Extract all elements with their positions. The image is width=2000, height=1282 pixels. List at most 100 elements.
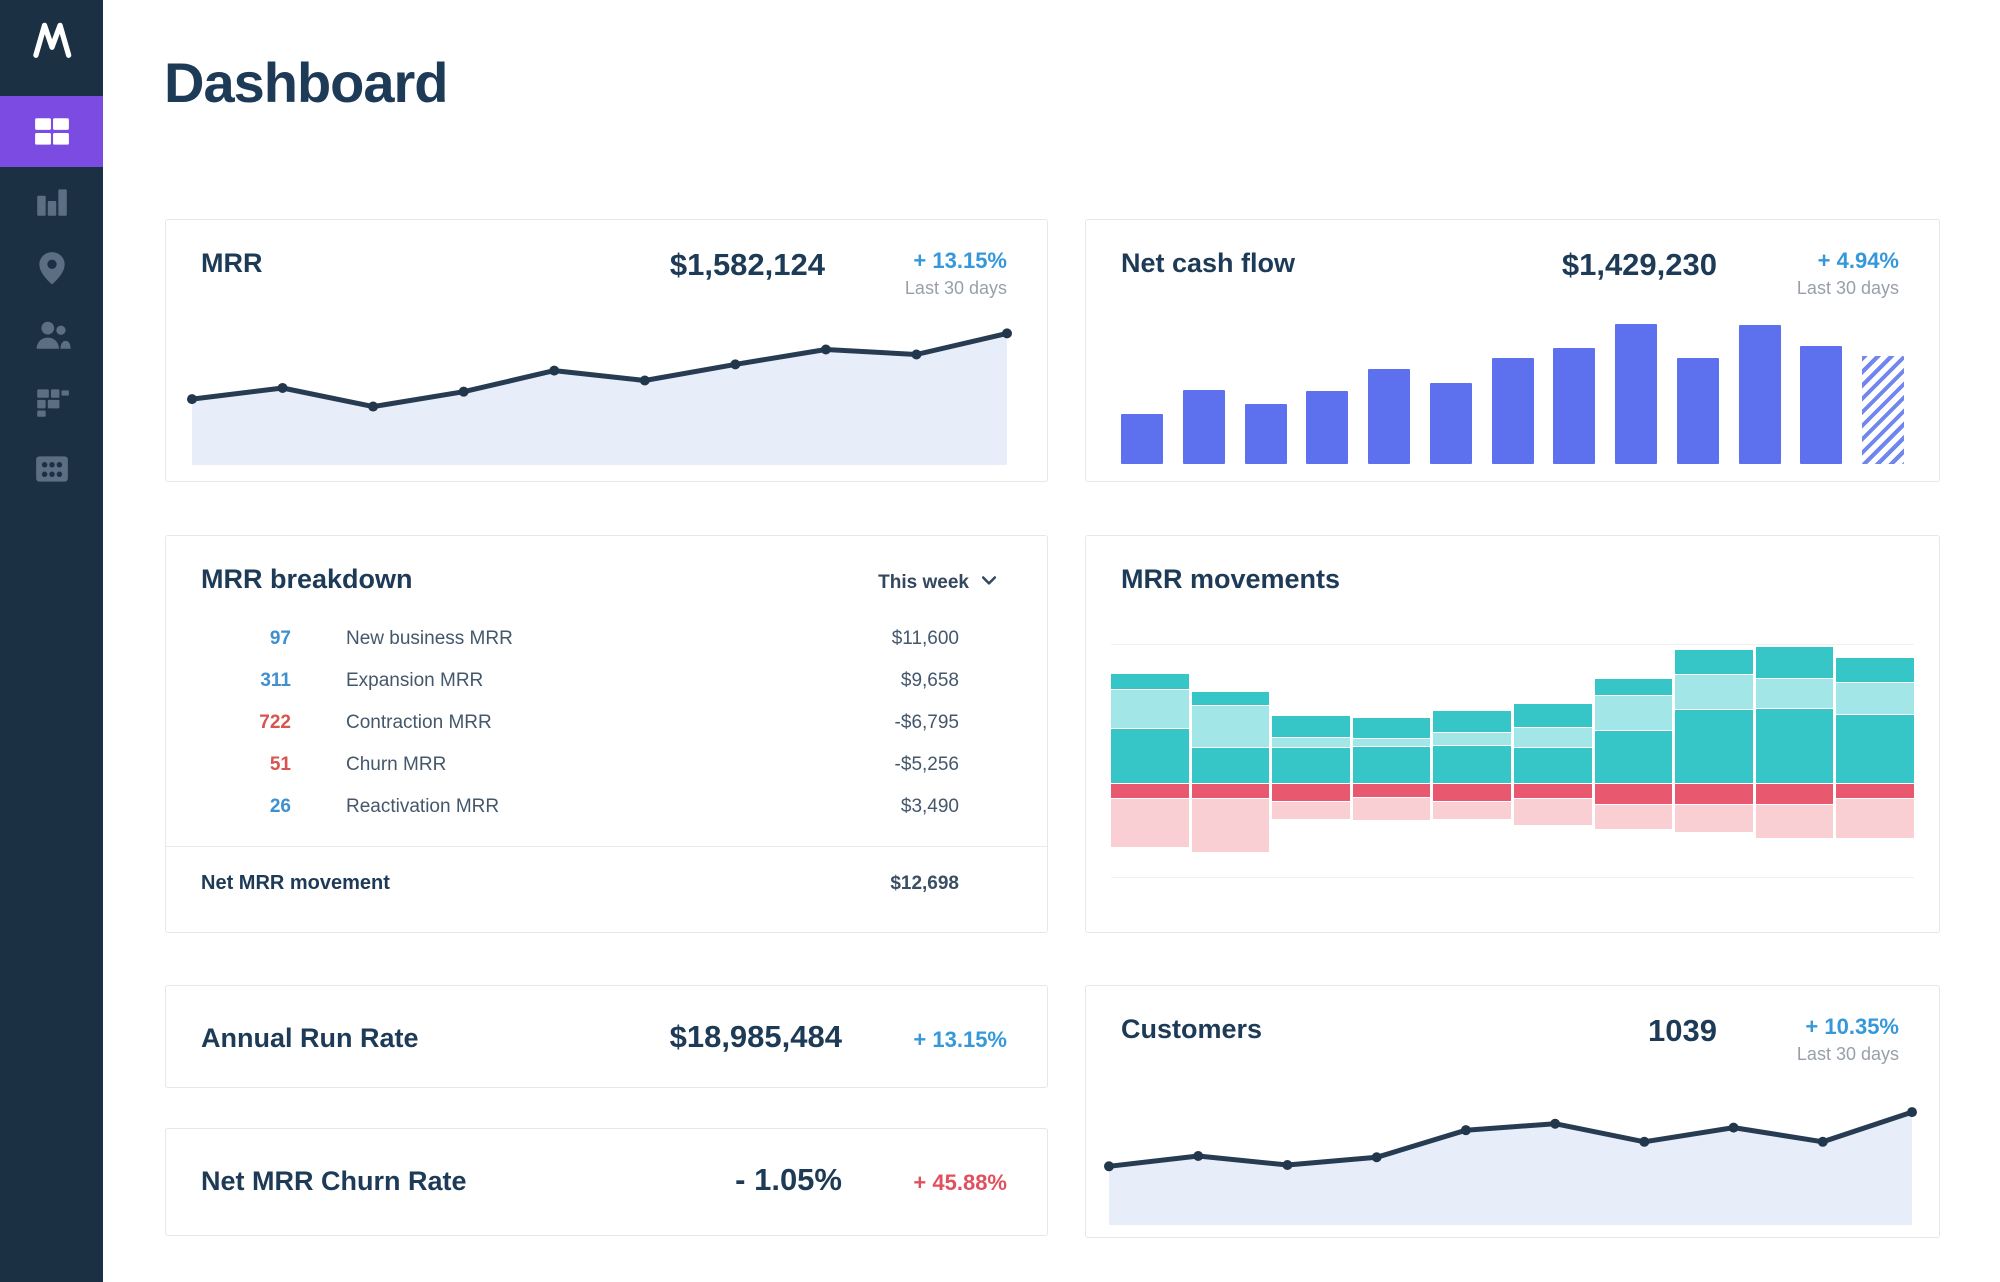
movement-segment-expansion — [1352, 739, 1431, 747]
breakdown-row-label: New business MRR — [346, 628, 513, 649]
churn-value: - 1.05% — [735, 1162, 842, 1197]
movement-bar-below — [1675, 784, 1753, 834]
mrr-card: MRR $1,582,124 + 13.15% Last 30 days — [165, 219, 1048, 482]
cash-flow-bar — [1738, 325, 1781, 464]
cash-flow-bar — [1615, 324, 1657, 464]
breakdown-row-value: -$5,256 — [894, 754, 959, 775]
breakdown-row-label: Churn MRR — [346, 754, 447, 775]
movement-bar-above — [1755, 646, 1834, 784]
ncf-value: $1,429,230 — [1561, 247, 1717, 282]
movement-segment-contraction — [1836, 784, 1914, 800]
movement-segment-new_business — [1433, 745, 1511, 784]
movement-segment-expansion — [1836, 683, 1914, 715]
mrr-area-chart — [184, 315, 1019, 465]
ncf-card-header: Net cash flow $1,429,230 + 4.94% Last 30… — [1086, 220, 1939, 299]
page-title: Dashboard — [164, 51, 448, 114]
sidebar-item-segments[interactable] — [0, 368, 103, 435]
arr-change: + 13.15% — [913, 1027, 1007, 1052]
sidebar-item-dashboard[interactable] — [0, 96, 103, 167]
cash-flow-bar — [1368, 369, 1410, 464]
movement-segment-new_business — [1836, 714, 1914, 784]
movement-segment-new_business — [1352, 746, 1431, 784]
mrr-card-header: MRR $1,582,124 + 13.15% Last 30 days — [166, 220, 1047, 299]
breakdown-period-dropdown[interactable]: This week — [878, 570, 999, 596]
movement-segment-churn — [1675, 804, 1753, 834]
cash-flow-bar — [1553, 348, 1596, 464]
breakdown-row: 26 Reactivation MRR $3,490 — [201, 786, 959, 828]
cash-flow-bar — [1676, 358, 1719, 464]
movement-segment-expansion — [1433, 732, 1511, 746]
net-mrr-movement-value: $12,698 — [890, 872, 959, 894]
kanban-blocks-icon — [33, 383, 71, 421]
movement-segment-churn — [1514, 799, 1592, 826]
movement-segment-contraction — [1111, 784, 1189, 800]
movement-segment-churn — [1836, 799, 1914, 839]
mrr-movements-stacked-chart — [1111, 644, 1914, 878]
sidebar-item-map[interactable] — [0, 234, 103, 301]
sidebar-item-data-tables[interactable] — [0, 435, 103, 502]
movement-segment-expansion — [1191, 706, 1270, 748]
movement-bar-below — [1594, 784, 1673, 830]
movement-bar-above — [1594, 678, 1673, 784]
movement-bar-below — [1111, 784, 1189, 848]
movement-segment-reactivation — [1836, 657, 1914, 684]
breakdown-divider — [166, 846, 1047, 847]
movement-segment-contraction — [1272, 784, 1350, 802]
breakdown-row-count: 722 — [259, 712, 291, 733]
movement-bar-below — [1514, 784, 1592, 826]
movement-bar-below — [1272, 784, 1350, 821]
app-logo[interactable] — [0, 10, 103, 70]
movement-bar-above — [1191, 691, 1270, 784]
movement-bar-below — [1836, 784, 1914, 839]
movement-segment-reactivation — [1272, 716, 1350, 739]
movement-segment-contraction — [1514, 784, 1592, 800]
movement-segment-new_business — [1272, 747, 1350, 784]
arr-title: Annual Run Rate — [201, 1023, 419, 1053]
users-icon — [33, 316, 71, 354]
churn-change: + 45.88% — [913, 1170, 1007, 1195]
movement-segment-churn — [1191, 799, 1270, 854]
breakdown-row-value: -$6,795 — [894, 712, 959, 733]
movement-segment-reactivation — [1433, 710, 1511, 733]
breakdown-row: 51 Churn MRR -$5,256 — [201, 744, 959, 786]
breakdown-row-value: $3,490 — [900, 796, 959, 817]
breakdown-row-label: Contraction MRR — [346, 712, 492, 733]
movement-segment-expansion — [1272, 738, 1350, 748]
movement-segment-new_business — [1111, 729, 1189, 784]
customers-value: 1039 — [1648, 1013, 1717, 1048]
ncf-period: Last 30 days — [1796, 278, 1899, 299]
movement-segment-churn — [1272, 801, 1350, 821]
movement-segment-new_business — [1594, 731, 1673, 784]
movement-bar-above — [1272, 716, 1350, 784]
sidebar-item-customers[interactable] — [0, 301, 103, 368]
breakdown-row: 722 Contraction MRR -$6,795 — [201, 702, 959, 744]
cash-flow-bar — [1862, 356, 1904, 464]
breakdown-period-label: This week — [878, 572, 969, 593]
movement-segment-expansion — [1755, 678, 1834, 710]
movement-segment-new_business — [1755, 709, 1834, 784]
movement-segment-expansion — [1111, 689, 1189, 730]
annual-run-rate-card: Annual Run Rate $18,985,484 + 13.15% — [165, 985, 1048, 1088]
movement-segment-reactivation — [1352, 718, 1431, 740]
sidebar-nav — [0, 96, 103, 502]
mrr-breakdown-title: MRR breakdown — [201, 564, 413, 594]
mrr-value: $1,582,124 — [669, 247, 825, 282]
breakdown-footer-row: Net MRR movement $12,698 — [201, 872, 959, 895]
movement-bar-below — [1433, 784, 1511, 821]
movement-segment-contraction — [1755, 784, 1834, 805]
movement-segment-churn — [1111, 799, 1189, 848]
sidebar-item-trends[interactable] — [0, 167, 103, 234]
sidebar — [0, 0, 103, 1282]
breakdown-row-count: 51 — [269, 754, 291, 775]
movement-segment-reactivation — [1675, 650, 1753, 676]
arr-value: $18,985,484 — [669, 1019, 842, 1054]
mrr-title: MRR — [201, 248, 263, 278]
movement-bar-above — [1111, 674, 1189, 784]
mrr-change: + 13.15% — [913, 248, 1007, 273]
movement-segment-expansion — [1514, 728, 1592, 748]
movement-segment-contraction — [1675, 784, 1753, 805]
movement-segment-churn — [1433, 801, 1511, 821]
movement-segment-reactivation — [1514, 704, 1592, 729]
movement-segment-churn — [1352, 798, 1431, 822]
movement-bar-below — [1191, 784, 1270, 854]
